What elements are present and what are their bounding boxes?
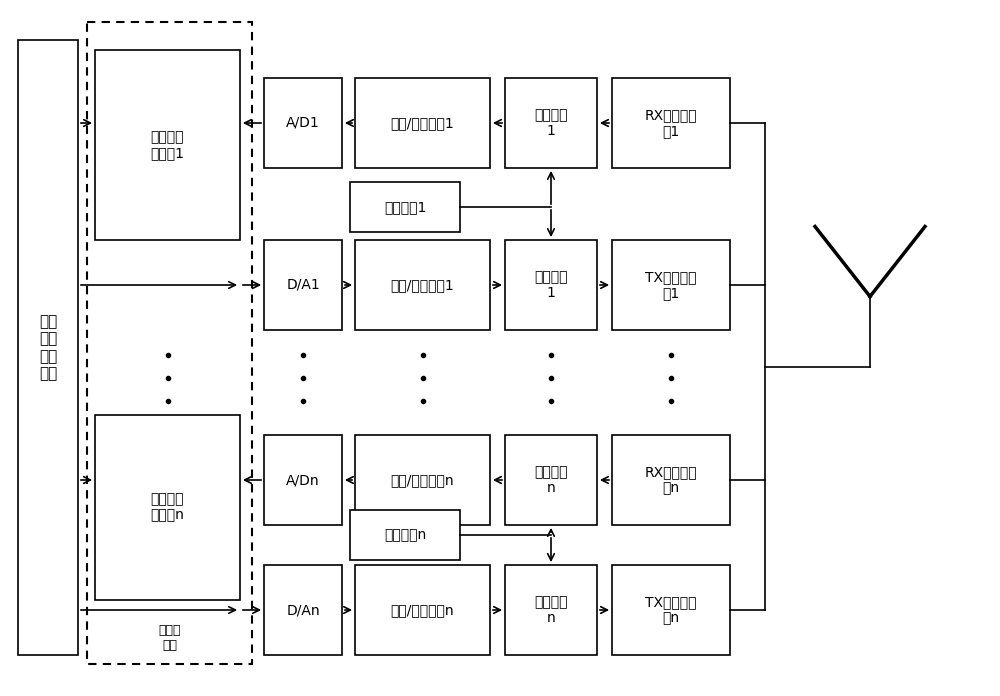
Text: 滤波/增益模块n: 滤波/增益模块n (391, 603, 454, 617)
Text: 滤波/增益模块n: 滤波/增益模块n (391, 473, 454, 487)
Text: TX滤波器模
块n: TX滤波器模 块n (645, 595, 697, 625)
Bar (505, 435, 597, 525)
Text: 基带处理
子模块1: 基带处理 子模块1 (150, 130, 184, 160)
Bar (264, 565, 342, 655)
Text: RX滤波器模
块n: RX滤波器模 块n (645, 465, 697, 495)
Bar (87, 22, 252, 664)
Bar (264, 435, 342, 525)
Bar (612, 435, 730, 525)
Bar (505, 565, 597, 655)
Text: 时钟信号n: 时钟信号n (384, 528, 426, 542)
Text: 基带处理
子模块n: 基带处理 子模块n (151, 492, 184, 523)
Bar (18, 40, 78, 655)
Text: RX滤波器模
块1: RX滤波器模 块1 (645, 108, 697, 138)
Bar (355, 565, 490, 655)
Text: D/A1: D/A1 (286, 278, 320, 292)
Bar (350, 182, 460, 232)
Bar (95, 50, 240, 240)
Bar (355, 240, 490, 330)
Text: A/D1: A/D1 (286, 116, 320, 130)
Text: 上行模块
1: 上行模块 1 (534, 270, 568, 300)
Text: A/Dn: A/Dn (286, 473, 320, 487)
Bar (612, 240, 730, 330)
Text: TX滤波器模
块1: TX滤波器模 块1 (645, 270, 697, 300)
Text: 上行模块
n: 上行模块 n (534, 595, 568, 625)
Text: 下行模块
n: 下行模块 n (534, 465, 568, 495)
Text: 多模
智能
终端
主机: 多模 智能 终端 主机 (39, 314, 57, 381)
Bar (505, 78, 597, 168)
Bar (355, 78, 490, 168)
Bar (350, 510, 460, 560)
Bar (95, 415, 240, 600)
Bar (264, 78, 342, 168)
Text: 滤波/增益模块1: 滤波/增益模块1 (391, 278, 454, 292)
Bar (612, 78, 730, 168)
Text: 时钟信号1: 时钟信号1 (384, 200, 426, 214)
Bar (612, 565, 730, 655)
Bar (355, 435, 490, 525)
Text: D/An: D/An (286, 603, 320, 617)
Bar (264, 240, 342, 330)
Text: 基带处
理器: 基带处 理器 (158, 624, 181, 652)
Text: 滤波/增益模块1: 滤波/增益模块1 (391, 116, 454, 130)
Text: 下行模块
1: 下行模块 1 (534, 108, 568, 138)
Bar (505, 240, 597, 330)
